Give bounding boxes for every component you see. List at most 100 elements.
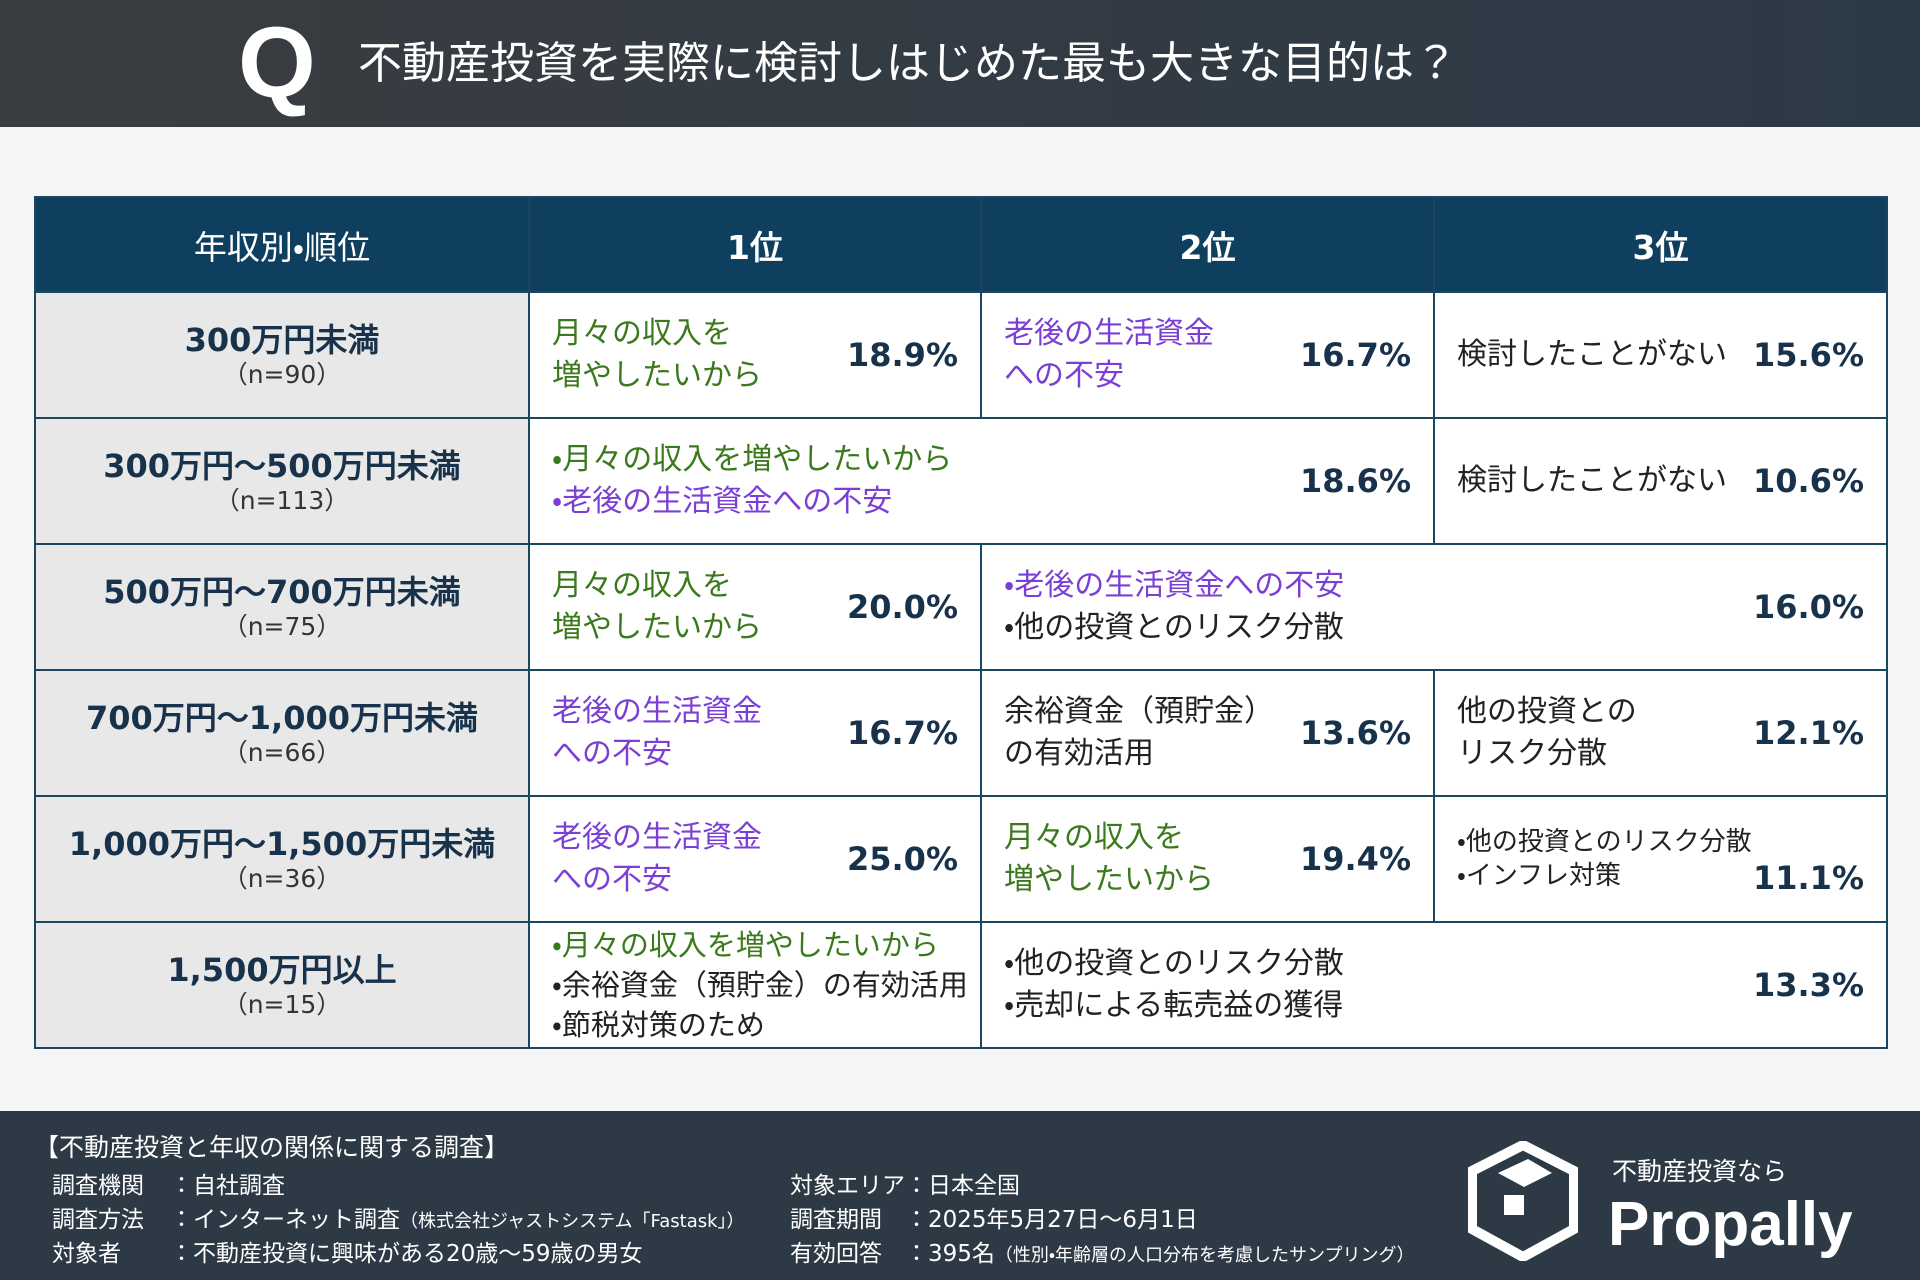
reason-list: ・他の投資とのリスク分散 ・売却による転売益の獲得: [1004, 943, 1344, 1027]
survey-value-text: ：インターネット調査: [170, 1207, 400, 1233]
data-cell: 他の投資との リスク分散 12.1%: [1433, 669, 1888, 797]
percentage: 11.1%: [1752, 859, 1864, 897]
data-cell: ・他の投資とのリスク分散 ・インフレ対策 11.1%: [1433, 795, 1888, 923]
reason-item: ・売却による転売益の獲得: [1004, 988, 1344, 1023]
survey-value-text: ：自社調査: [170, 1173, 285, 1199]
data-cell: 余裕資金（預貯金） の有効活用 13.6%: [980, 669, 1435, 797]
percentage: 12.1%: [1752, 714, 1864, 752]
logo-brand: Propally: [1608, 1190, 1853, 1259]
percentage: 10.6%: [1752, 462, 1864, 500]
data-cell: ・他の投資とのリスク分散 ・売却による転売益の獲得 13.3%: [980, 921, 1888, 1049]
reason-item: 老後の生活資金: [1004, 316, 1214, 351]
reason-item: ・月々の収入を増やしたいから: [552, 442, 953, 477]
reason-list: 老後の生活資金 への不安: [552, 817, 762, 901]
survey-value-text: ：395名: [905, 1241, 995, 1267]
reason-list: ・月々の収入を増やしたいから ・余裕資金（預貯金）の有効活用 ・節税対策のため: [552, 925, 968, 1045]
row-label-cell: 500万円〜700万円未満 （n=75）: [34, 543, 530, 671]
reason-item: ・余裕資金（預貯金）の有効活用: [552, 968, 968, 1002]
survey-label: 調査機関: [52, 1173, 144, 1199]
row-label-cell: 300万円未満 （n=90）: [34, 291, 530, 419]
reason-item: 月々の収入を: [552, 568, 732, 603]
header-cell: 年収別・順位: [34, 196, 530, 293]
reason-list: 月々の収入を 増やしたいから: [552, 313, 762, 397]
reason-item: への不安: [552, 736, 672, 771]
percentage: 25.0%: [846, 840, 958, 878]
survey-title: 【不動産投資と年収の関係に関する調査】: [34, 1133, 510, 1162]
percentage: 16.7%: [846, 714, 958, 752]
reason-list: 老後の生活資金 への不安: [552, 691, 762, 775]
q-mark: Q: [238, 7, 316, 119]
reason-item: 検討したことがない: [1457, 337, 1727, 372]
reason-item: 余裕資金（預貯金）: [1004, 694, 1274, 729]
data-cell: 老後の生活資金 への不安 16.7%: [528, 669, 982, 797]
logo-icon: [1468, 1141, 1578, 1261]
row-label: 1,500万円以上: [167, 951, 397, 989]
data-cell: ・月々の収入を増やしたいから ・余裕資金（預貯金）の有効活用 ・節税対策のため: [528, 921, 982, 1049]
data-cell: 月々の収入を 増やしたいから 18.9%: [528, 291, 982, 419]
data-cell: 検討したことがない 15.6%: [1433, 291, 1888, 419]
data-cell: 老後の生活資金 への不安 25.0%: [528, 795, 982, 923]
reason-item: ・他の投資とのリスク分散: [1004, 610, 1344, 645]
row-label: 300万円未満: [184, 321, 380, 359]
survey-label: 調査期間: [790, 1207, 882, 1233]
row-label-cell: 700万円〜1,000万円未満 （n=66）: [34, 669, 530, 797]
percentage: 19.4%: [1299, 840, 1411, 878]
reason-list: 検討したことがない: [1457, 460, 1727, 502]
survey-value: ：395名（性別・年齢層の人口分布を考慮したサンプリング）: [905, 1239, 1414, 1271]
survey-note: （株式会社ジャストシステム「Fastask」）: [400, 1211, 745, 1232]
survey-value: ：インターネット調査（株式会社ジャストシステム「Fastask」）: [170, 1205, 745, 1237]
reason-item: 他の投資との: [1457, 694, 1637, 729]
header-cell: 1位: [528, 196, 982, 293]
reason-item: ・老後の生活資金への不安: [1004, 568, 1345, 603]
row-sample-size: （n=113）: [214, 486, 350, 515]
reason-item: ・他の投資とのリスク分散: [1457, 827, 1752, 857]
survey-value: ：不動産投資に興味がある20歳〜59歳の男女: [170, 1239, 643, 1269]
reason-list: 月々の収入を 増やしたいから: [552, 565, 762, 649]
reason-list: ・他の投資とのリスク分散 ・インフレ対策: [1457, 825, 1752, 893]
percentage: 16.7%: [1299, 336, 1411, 374]
reason-item: ・他の投資とのリスク分散: [1004, 946, 1344, 981]
percentage: 20.0%: [846, 588, 958, 626]
reason-item: 増やしたいから: [552, 610, 762, 645]
reason-item: の有効活用: [1004, 736, 1154, 771]
page-title: 不動産投資を実際に検討しはじめた最も大きな目的は？: [358, 38, 1458, 89]
percentage: 18.6%: [1299, 462, 1411, 500]
reason-list: 余裕資金（預貯金） の有効活用: [1004, 691, 1274, 775]
header-cell: 2位: [980, 196, 1435, 293]
row-sample-size: （n=36）: [222, 864, 342, 893]
reason-list: ・老後の生活資金への不安 ・他の投資とのリスク分散: [1004, 565, 1344, 649]
header-cell: 3位: [1433, 196, 1888, 293]
reason-item: 増やしたいから: [552, 358, 762, 393]
data-cell: 検討したことがない 10.6%: [1433, 417, 1888, 545]
reason-item: 検討したことがない: [1457, 463, 1727, 498]
footer: 【不動産投資と年収の関係に関する調査】 不動産投資なら Propally 調査機…: [0, 1111, 1920, 1280]
reason-list: 検討したことがない: [1457, 334, 1727, 376]
row-label: 700万円〜1,000万円未満: [85, 699, 479, 737]
reason-list: 老後の生活資金 への不安: [1004, 313, 1214, 397]
reason-item: ・インフレ対策: [1457, 861, 1622, 891]
reason-item: ・月々の収入を増やしたいから: [552, 928, 939, 962]
row-label-cell: 1,500万円以上 （n=15）: [34, 921, 530, 1049]
data-cell: 月々の収入を 増やしたいから 19.4%: [980, 795, 1435, 923]
percentage: 15.6%: [1752, 336, 1864, 374]
survey-value-text: ：日本全国: [905, 1173, 1020, 1199]
percentage: 13.6%: [1299, 714, 1411, 752]
survey-value: ：日本全国: [905, 1171, 1020, 1201]
reason-item: 月々の収入を: [1004, 820, 1184, 855]
reason-list: 月々の収入を 増やしたいから: [1004, 817, 1214, 901]
reason-item: 老後の生活資金: [552, 694, 762, 729]
row-sample-size: （n=75）: [222, 612, 342, 641]
header-bar: [0, 0, 1920, 127]
reason-item: 月々の収入を: [552, 316, 732, 351]
data-cell: ・月々の収入を増やしたいから ・老後の生活資金への不安 18.6%: [528, 417, 1435, 545]
row-label: 300万円〜500万円未満: [103, 447, 461, 485]
reason-item: ・節税対策のため: [552, 1008, 765, 1042]
reason-list: ・月々の収入を増やしたいから ・老後の生活資金への不安: [552, 439, 952, 523]
row-sample-size: （n=15）: [222, 990, 342, 1019]
data-cell: ・老後の生活資金への不安 ・他の投資とのリスク分散 16.0%: [980, 543, 1888, 671]
reason-item: への不安: [552, 862, 672, 897]
row-label: 500万円〜700万円未満: [103, 573, 461, 611]
data-cell: 月々の収入を 増やしたいから 20.0%: [528, 543, 982, 671]
reason-item: リスク分散: [1457, 736, 1607, 771]
